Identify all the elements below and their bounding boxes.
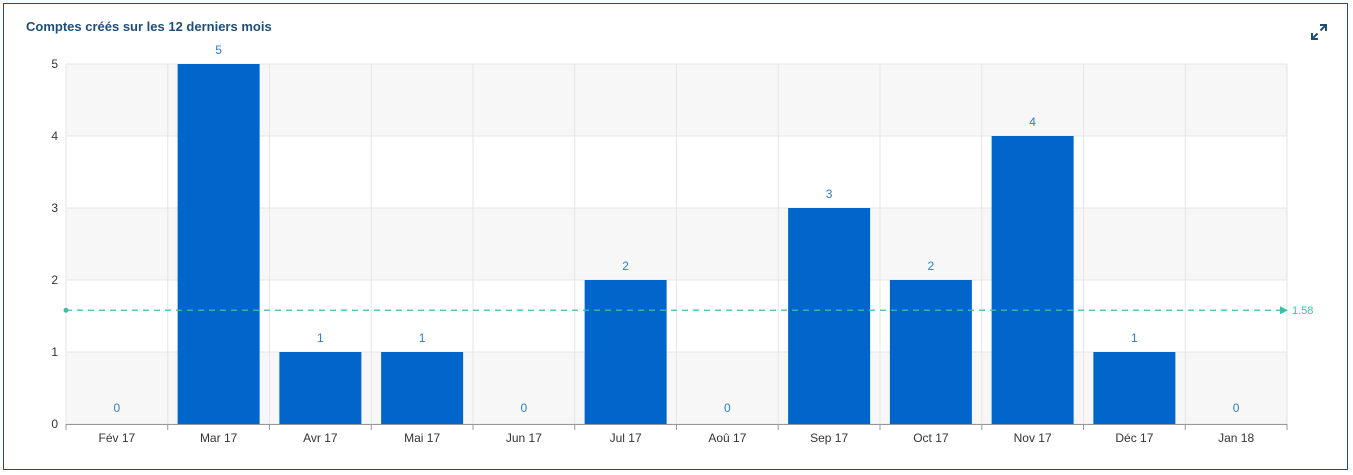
x-tick-label: Déc 17 — [1115, 431, 1153, 445]
data-label: 5 — [215, 43, 222, 57]
data-label: 0 — [114, 401, 121, 415]
bar-9 — [991, 136, 1074, 424]
x-tick-label: Mai 17 — [404, 431, 440, 445]
y-tick-label: 5 — [51, 57, 58, 71]
data-label: 1 — [317, 331, 324, 345]
bar-8 — [889, 280, 972, 424]
data-label: 2 — [622, 259, 629, 273]
average-line-start — [63, 307, 69, 313]
data-label: 0 — [1233, 401, 1240, 415]
x-tick-label: Mar 17 — [200, 431, 238, 445]
expand-icon — [1311, 24, 1327, 40]
x-tick-label: Aoû 17 — [708, 431, 746, 445]
y-tick-label: 1 — [51, 345, 58, 359]
y-tick-label: 0 — [51, 417, 58, 431]
expand-button[interactable] — [1310, 23, 1328, 41]
bar-5 — [584, 280, 667, 424]
data-label: 4 — [1029, 115, 1036, 129]
data-label: 1 — [419, 331, 426, 345]
x-tick-label: Jun 17 — [506, 431, 542, 445]
bar-7 — [788, 208, 871, 424]
data-label: 1 — [1131, 331, 1138, 345]
x-tick-label: Sep 17 — [810, 431, 848, 445]
data-label: 2 — [928, 259, 935, 273]
average-arrow-icon — [1280, 306, 1288, 315]
y-tick-label: 2 — [51, 273, 58, 287]
chart-title: Comptes créés sur les 12 derniers mois — [26, 19, 272, 34]
data-label: 0 — [724, 401, 731, 415]
x-tick-label: Jul 17 — [610, 431, 642, 445]
x-tick-label: Oct 17 — [913, 431, 949, 445]
bar-10 — [1093, 352, 1176, 424]
bar-3 — [381, 352, 464, 424]
x-tick-label: Nov 17 — [1014, 431, 1052, 445]
x-tick-label: Jan 18 — [1218, 431, 1254, 445]
x-tick-label: Fév 17 — [99, 431, 136, 445]
average-label: 1.58 — [1292, 305, 1313, 317]
bar-1 — [177, 64, 260, 424]
y-tick-label: 3 — [51, 201, 58, 215]
data-label: 0 — [521, 401, 528, 415]
x-tick-label: Avr 17 — [303, 431, 338, 445]
data-label: 3 — [826, 187, 833, 201]
y-tick-label: 4 — [51, 129, 58, 143]
bar-2 — [279, 352, 362, 424]
